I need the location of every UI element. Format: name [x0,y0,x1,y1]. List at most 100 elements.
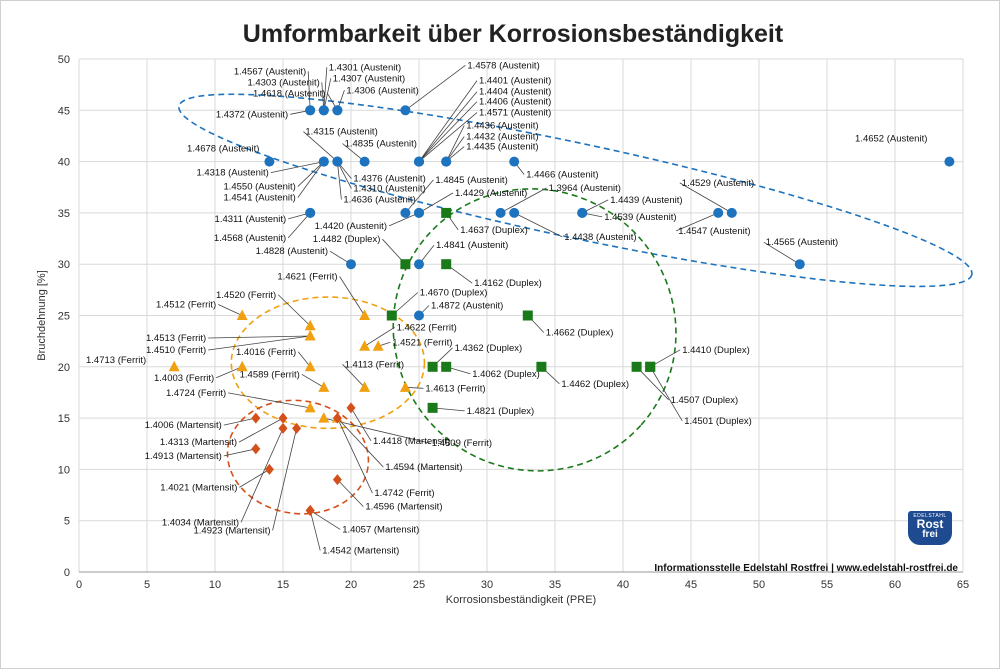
point-label: 1.4420 (Austenit) [315,221,387,232]
group-ellipse-ferrit [230,296,426,430]
point-label: 1.4311 (Austenit) [215,214,287,225]
point-label: 1.4482 (Duplex) [313,234,381,245]
point-label: 1.4376 (Austenit) [353,174,425,185]
point-label: 1.4670 (Duplex) [420,288,488,299]
point-label: 1.4315 (Austenit) [305,127,377,138]
label-leader-line [208,335,311,339]
point-label: 1.4438 (Austenit) [564,232,636,243]
point-label: 1.4621 (Ferrit) [277,272,337,283]
point-label: 1.4565 (Austenit) [766,237,838,248]
x-tick-label: 15 [277,579,289,591]
point-label: 1.4637 (Duplex) [460,225,528,236]
data-point-austenit [509,207,520,218]
data-point-austenit [346,259,356,270]
data-point-martensit [278,422,288,434]
data-point-ferrit [372,340,384,351]
chart-title: Umformbarkeit über Korrosionsbeständigke… [243,20,784,48]
logo-top-text: EDELSTAHL [913,513,947,519]
point-label: 1.4034 (Martensit) [162,517,239,528]
label-leader-line [418,192,454,214]
point-label: 1.4057 (Martensit) [342,524,419,535]
point-label: 1.4713 (Ferrit) [86,355,146,366]
data-point-martensit [305,504,315,516]
label-leader-line [223,417,256,426]
data-point-austenit [441,156,452,167]
point-label: 1.4550 (Austenit) [223,182,295,193]
point-label: 1.4310 (Austenit) [353,184,425,195]
data-point-ferrit [236,309,248,320]
data-point-martensit [251,412,261,424]
label-leader-line [216,366,243,379]
point-label: 1.4828 (Austenit) [256,246,328,257]
point-label: 1.4539 (Austenit) [604,212,676,223]
series-ferrit: 1.4512 (Ferrit) 1.4621 (Ferrit)1.4520 (Fe… [86,272,492,500]
logo-mid-text: Rost [916,517,944,531]
data-point-austenit [359,156,370,167]
source-footer: Informationsstelle Edelstahl Rostfrei | … [654,563,958,574]
data-point-duplex [522,310,533,321]
label-leader-line [228,392,311,409]
point-label: 1.4435 (Austenit) [466,142,538,153]
group-ellipse-austenit [178,93,973,288]
point-label: 1.4913 (Martensit) [145,451,222,462]
point-label: 1.4436 (Austenit) [466,121,538,132]
point-label: 1.4622 (Ferrit) [397,322,457,333]
data-point-austenit [726,207,737,218]
point-label: 1.4923 (Martensit) [194,525,271,536]
y-tick-label: 0 [64,567,70,579]
point-label: 1.4529 (Austenit) [682,178,754,189]
label-leader-line [238,417,284,443]
series-martensit: 1.4006 (Martensit) 1.4313 (Martensit) 1.49… [145,402,462,556]
label-leader-line [337,417,384,468]
label-leader-line [418,91,478,162]
data-point-ferrit [359,309,371,320]
label-leader-line [418,112,478,162]
data-point-martensit [264,463,274,475]
x-tick-label: 65 [957,579,969,591]
data-point-austenit [577,207,588,218]
label-leader-line [763,241,801,265]
label-leader-line [350,407,372,442]
x-tick-label: 50 [753,579,765,591]
point-label: 1.4872 (Austenit) [431,301,503,312]
point-label: 1.4301 (Austenit) [329,62,401,73]
y-axis-title: Bruchdehnung [%] [36,270,48,361]
data-point-austenit [509,156,520,167]
y-tick-label: 35 [58,208,70,220]
x-tick-label: 0 [76,579,82,591]
point-label: 1.4062 (Duplex) [472,369,540,380]
point-label: 1.4845 (Austenit) [435,175,507,186]
y-tick-label: 20 [58,362,70,374]
label-leader-line [342,364,365,388]
data-point-austenit [332,105,343,116]
y-tick-label: 50 [58,54,70,66]
data-point-austenit [495,207,506,218]
point-label: 1.4507 (Duplex) [671,395,739,406]
x-tick-label: 30 [481,579,493,591]
edelstahl-rostfrei-logo: EDELSTAHL Rost frei [908,511,952,545]
x-tick-label: 25 [413,579,425,591]
point-label: 1.4821 (Duplex) [467,406,535,417]
point-label: 1.4520 (Ferrit) [216,290,276,301]
y-tick-label: 40 [58,157,70,169]
label-leader-line [337,417,373,494]
point-label: 1.4512 (Ferrit) [156,300,216,311]
logo-bottom-text: frei [922,529,938,540]
x-tick-label: 40 [617,579,629,591]
point-label: 1.4618 (Austenit) [253,88,325,99]
label-leader-line [337,161,352,189]
point-label: 1.4406 (Austenit) [479,97,551,108]
label-leader-line [323,78,332,111]
data-point-austenit [332,156,343,167]
point-label: 1.4513 (Ferrit) [146,333,206,344]
point-label: 1.4418 (Martensit) [373,436,450,447]
point-label: 1.4521 (Ferrit) [392,337,452,348]
point-label: 1.4362 (Duplex) [455,343,523,354]
data-point-martensit [346,402,356,414]
label-leader-line [303,131,338,162]
point-label: 1.4742 (Ferrit) [374,488,434,499]
data-point-austenit [305,105,316,116]
x-tick-label: 60 [889,579,901,591]
group-ellipses [178,93,973,515]
point-label: 1.4547 (Austenit) [678,226,750,237]
